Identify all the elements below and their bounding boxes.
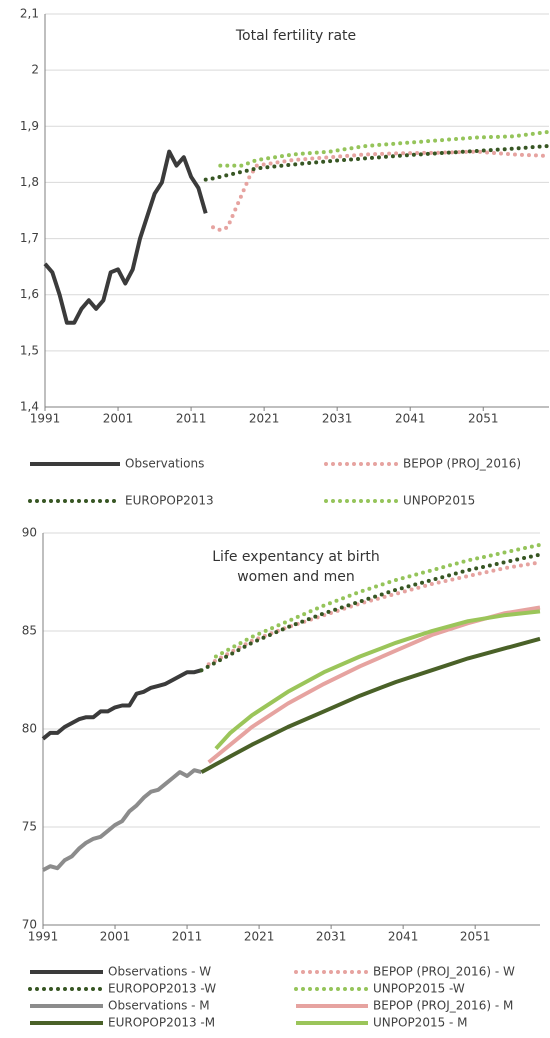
series-line (43, 149, 208, 325)
y-tick-label: 75 (22, 820, 37, 834)
x-tick-label: 2011 (172, 930, 203, 944)
series-line (214, 609, 541, 750)
y-tick-label: 1,8 (20, 175, 39, 189)
y-tick-label: 1,5 (20, 343, 39, 357)
legend-label: UNPOP2015 (403, 494, 475, 508)
x-tick-label: 2031 (316, 930, 347, 944)
x-tick-label: 2021 (249, 412, 280, 426)
legend-label: EUROPOP2013 (125, 494, 214, 508)
x-tick-label: 1991 (28, 930, 59, 944)
legend-label: BEPOP (PROJ_2016) - M (373, 999, 513, 1013)
x-tick-label: 2051 (468, 412, 499, 426)
chart-title: women and men (237, 569, 355, 585)
series-line (41, 668, 203, 741)
legend-label: UNPOP2015 -W (373, 982, 465, 996)
x-tick-label: 2041 (395, 412, 426, 426)
x-tick-label: 2001 (100, 930, 131, 944)
y-tick-label: 90 (22, 526, 37, 540)
legend-label: UNPOP2015 - M (373, 1016, 468, 1030)
x-tick-label: 2021 (244, 930, 275, 944)
y-tick-label: 70 (22, 918, 37, 932)
series-line (203, 143, 550, 182)
x-tick-label: 2031 (322, 412, 353, 426)
legend-label: BEPOP (PROJ_2016) - W (373, 965, 515, 979)
x-tick-label: 2001 (103, 412, 134, 426)
series-line (218, 129, 550, 168)
series-line (200, 636, 541, 774)
x-tick-label: 2041 (388, 930, 419, 944)
y-tick-label: 1,9 (20, 119, 39, 133)
series-line (207, 605, 541, 764)
y-tick-label: 1,6 (20, 287, 39, 301)
legend-label: Observations (125, 457, 204, 471)
legend-label: EUROPOP2013 -W (108, 982, 216, 996)
legend-label: EUROPOP2013 -M (108, 1016, 215, 1030)
x-tick-label: 2011 (176, 412, 207, 426)
y-tick-label: 2,1 (20, 7, 39, 21)
x-tick-label: 2051 (460, 930, 491, 944)
y-tick-label: 2 (31, 63, 39, 77)
y-tick-label: 1,4 (20, 400, 39, 414)
y-tick-label: 85 (22, 624, 37, 638)
chart-title: Life expentancy at birth (212, 549, 380, 565)
series-line (211, 149, 550, 233)
x-tick-label: 1991 (30, 412, 61, 426)
y-tick-label: 1,7 (20, 231, 39, 245)
chart-title: Total fertility rate (235, 28, 356, 44)
legend-label: Observations - M (108, 999, 210, 1013)
series-line (213, 542, 542, 659)
series-line (199, 552, 542, 673)
legend-label: BEPOP (PROJ_2016) (403, 457, 521, 471)
legend-label: Observations - W (108, 965, 211, 979)
y-tick-label: 80 (22, 722, 37, 736)
series-line (42, 768, 203, 872)
